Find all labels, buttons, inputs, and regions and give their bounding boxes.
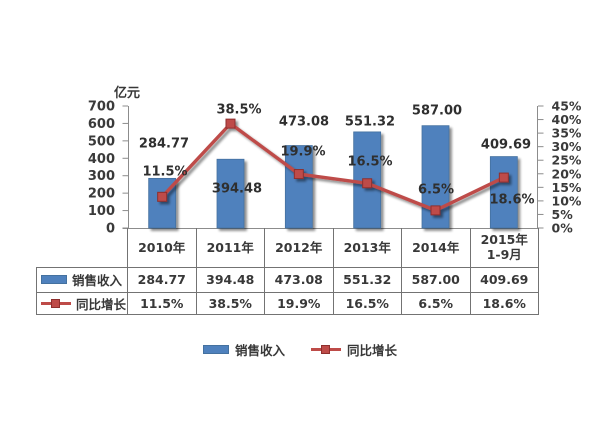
right-axis-label: 35%	[552, 126, 582, 141]
table-cell: 473.08	[264, 266, 334, 293]
line-series	[157, 118, 509, 216]
right-axis-label: 10%	[552, 193, 582, 208]
bars-series	[148, 125, 518, 229]
table-cell: 11.5%	[127, 291, 197, 315]
line-data-label: 18.6%	[489, 193, 534, 208]
table-row-growth: 同比增长 11.5% 38.5% 19.9% 16.5% 6.5% 18.6%	[36, 291, 539, 315]
col-label: 2014年	[412, 239, 460, 255]
row-label-text: 同比增长	[76, 296, 127, 312]
bar-data-label: 284.77	[139, 137, 189, 152]
line-data-label: 11.5%	[142, 165, 187, 180]
table-cell: 38.5%	[195, 291, 265, 315]
left-axis-label: 100	[88, 204, 115, 219]
legend-label: 销售收入	[234, 343, 285, 358]
bar-2011年	[216, 158, 245, 229]
line-marker-2013年	[362, 178, 373, 189]
legend-label: 同比增长	[347, 343, 398, 358]
row-label-growth: 同比增长	[36, 291, 128, 315]
line-marker-2015年1-9月	[498, 172, 509, 183]
left-axis-label: 200	[88, 187, 115, 202]
table-cell: 587.00	[401, 266, 471, 293]
right-axis-label: 15%	[552, 180, 582, 195]
table-cell: 551.32	[332, 266, 402, 293]
col-label: 2015年	[480, 232, 528, 248]
bar-series-swatch-icon	[202, 345, 229, 354]
table-col-2010: 2010年	[127, 228, 197, 268]
col-label: 2013年	[343, 239, 391, 255]
row-label-revenue: 销售收入	[36, 266, 128, 293]
bar-2015年1-9月	[489, 156, 518, 229]
bar-data-label: 473.08	[279, 115, 329, 130]
bar-data-label: 394.48	[212, 182, 262, 197]
line-marker-2011年	[225, 118, 236, 129]
table-header-row: 2010年 2011年 2012年 2013年 2014年 2015年 1-9月	[37, 228, 539, 268]
right-axis-label: 20%	[552, 166, 582, 181]
left-axis-label: 700	[88, 100, 115, 115]
table-cell: 19.9%	[264, 291, 334, 315]
table-cell: 394.48	[195, 266, 265, 293]
col-label: 2011年	[206, 239, 254, 255]
right-axis-label: 25%	[552, 153, 582, 168]
left-axis-label: 300	[88, 169, 115, 184]
line-marker-2010年	[157, 191, 168, 202]
line-data-label: 38.5%	[216, 103, 261, 118]
legend-item-revenue: 销售收入	[202, 340, 285, 359]
left-axis-title: 亿元	[114, 86, 141, 101]
table-cell: 16.5%	[332, 291, 402, 315]
bar-series-swatch-icon	[41, 275, 67, 284]
bar-data-label: 551.32	[345, 115, 395, 130]
col-sublabel: 1-9月	[486, 247, 522, 263]
bar-2012年	[284, 145, 313, 229]
table-col-2012: 2012年	[264, 228, 334, 268]
right-axis-label: 30%	[552, 139, 582, 154]
table-col-2015: 2015年 1-9月	[469, 228, 539, 268]
line-series-swatch-icon	[311, 345, 341, 354]
table-col-2014: 2014年	[401, 228, 471, 268]
col-label: 2010年	[138, 239, 186, 255]
left-axis-label: 0	[106, 222, 115, 237]
table-col-2013: 2013年	[332, 228, 402, 268]
left-axis-label: 600	[88, 117, 115, 132]
table-col-2011: 2011年	[195, 228, 265, 268]
left-axis-label: 500	[88, 134, 115, 149]
left-axis-label: 400	[88, 152, 115, 167]
right-axis-label: 0%	[552, 221, 574, 236]
right-axis-label: 40%	[552, 112, 582, 127]
table-cell: 284.77	[127, 266, 197, 293]
legend-item-growth: 同比增长	[311, 340, 397, 359]
table-cell: 6.5%	[401, 291, 471, 315]
line-marker-2012年	[293, 169, 304, 180]
chart-legend: 销售收入 同比增长	[0, 340, 600, 359]
col-label: 2012年	[275, 239, 323, 255]
right-axis-label: 5%	[552, 207, 574, 222]
table-cell: 18.6%	[469, 291, 539, 315]
table-cell: 409.69	[469, 266, 539, 293]
line-series-swatch-icon	[41, 298, 71, 308]
line-data-label: 6.5%	[418, 183, 454, 198]
line-data-label: 16.5%	[347, 155, 392, 170]
table-row-revenue: 销售收入 284.77 394.48 473.08 551.32 587.00 …	[36, 266, 539, 293]
row-label-text: 销售收入	[72, 273, 123, 288]
line-data-label: 19.9%	[280, 145, 325, 160]
growth-line	[160, 121, 506, 213]
right-axis-label: 45%	[552, 99, 582, 114]
bar-data-label: 587.00	[412, 104, 462, 119]
table-corner-cell	[37, 228, 128, 267]
line-marker-2014年	[430, 205, 441, 216]
chart-data-table: 2010年 2011年 2012年 2013年 2014年 2015年 1-9月 …	[36, 228, 539, 315]
bar-data-label: 409.69	[481, 138, 531, 153]
